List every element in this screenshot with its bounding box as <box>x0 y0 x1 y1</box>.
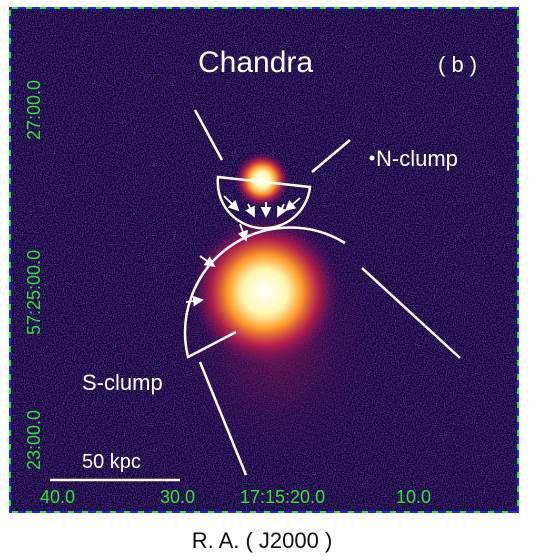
y-tick-label: 27:00.0 <box>24 80 44 140</box>
ticks <box>9 7 519 513</box>
image <box>9 7 519 513</box>
s-clump-label: S-clump <box>82 370 163 395</box>
x-tick-label: 17:15:20.0 <box>240 487 325 507</box>
n-clump-label: N-clump <box>376 146 458 171</box>
x-tick-label: 30.0 <box>160 487 195 507</box>
panel-label: ( b ) <box>438 52 477 77</box>
x-tick-label: 10.0 <box>396 487 431 507</box>
x-axis-label: R. A. ( J2000 ) <box>192 528 333 553</box>
scale-bar-label: 50 kpc <box>82 451 141 473</box>
x-tick-label: 40.0 <box>40 487 75 507</box>
y-tick-label: 23:00.0 <box>24 410 44 470</box>
overlay <box>50 109 461 482</box>
image-title: Chandra <box>198 46 313 79</box>
marker-dot <box>369 155 375 161</box>
y-tick-label: 57:25:00.0 <box>24 250 44 335</box>
